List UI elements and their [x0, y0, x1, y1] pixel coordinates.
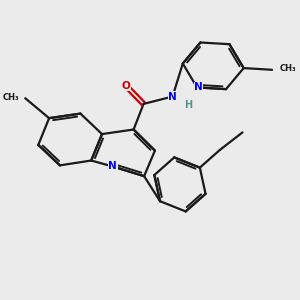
Text: H: H	[184, 100, 192, 110]
Text: N: N	[109, 161, 117, 172]
Text: CH₃: CH₃	[280, 64, 297, 73]
Text: N: N	[194, 82, 203, 92]
Text: O: O	[122, 81, 130, 91]
Text: N: N	[168, 92, 177, 101]
Text: CH₃: CH₃	[2, 93, 19, 102]
